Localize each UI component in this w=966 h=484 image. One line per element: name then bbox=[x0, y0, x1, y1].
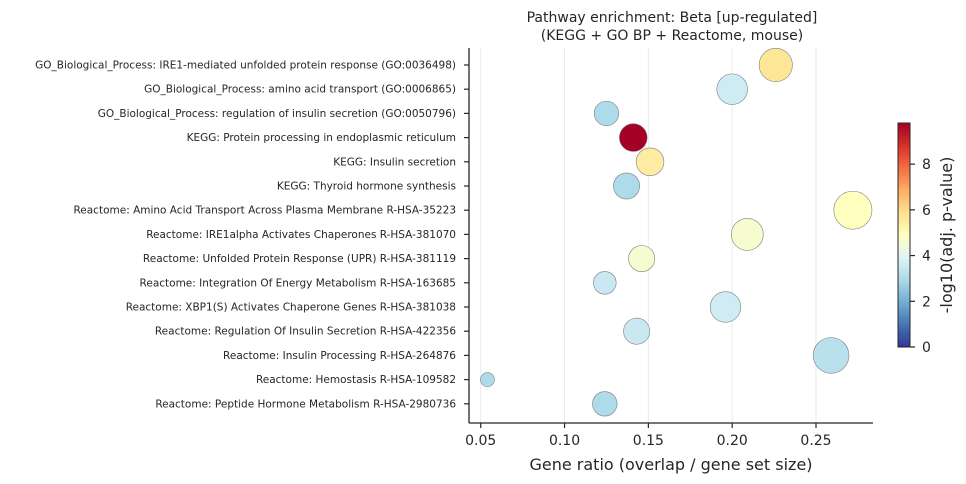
data-point bbox=[619, 123, 648, 152]
y-tick-label: GO_Biological_Process: amino acid transp… bbox=[144, 84, 456, 96]
x-tick-label: 0.20 bbox=[717, 433, 748, 449]
y-tick-label: Reactome: XBP1(S) Activates Chaperone Ge… bbox=[126, 302, 456, 314]
y-tick-label: Reactome: Amino Acid Transport Across Pl… bbox=[73, 205, 456, 217]
colorbar-tick-label: 2 bbox=[922, 294, 931, 310]
y-tick-label: Reactome: Unfolded Protein Response (UPR… bbox=[143, 253, 456, 265]
x-tick-label: 0.15 bbox=[633, 433, 664, 449]
data-point bbox=[623, 317, 651, 345]
colorbar-tick-label: 8 bbox=[922, 157, 931, 173]
x-axis-label: Gene ratio (overlap / gene set size) bbox=[529, 455, 812, 474]
chart-title: Pathway enrichment: Beta [up-regulated] bbox=[527, 10, 818, 26]
y-tick-label: Reactome: Peptide Hormone Metabolism R-H… bbox=[155, 398, 456, 410]
y-tick-label: KEGG: Protein processing in endoplasmic … bbox=[187, 132, 456, 144]
x-tick-label: 0.10 bbox=[549, 433, 580, 449]
x-tick-label: 0.05 bbox=[465, 433, 496, 449]
x-tick-labels: 0.05 0.10 0.15 0.20 0.25 bbox=[465, 423, 832, 449]
colorbar: 0 2 4 6 8 -log10(adj. p-value) bbox=[897, 122, 956, 356]
y-tick-label: KEGG: Thyroid hormone synthesis bbox=[277, 181, 456, 193]
colorbar-tick-label: 0 bbox=[922, 340, 931, 356]
y-tick-label: Reactome: Integration Of Energy Metaboli… bbox=[140, 277, 456, 289]
data-point bbox=[730, 218, 764, 251]
data-point bbox=[593, 100, 620, 126]
y-tick-label: GO_Biological_Process: IRE1-mediated unf… bbox=[35, 60, 456, 72]
y-tick-label: GO_Biological_Process: regulation of ins… bbox=[98, 108, 456, 120]
data-point bbox=[716, 73, 748, 105]
y-tick-label: KEGG: Insulin secretion bbox=[333, 156, 456, 168]
data-point bbox=[613, 172, 640, 200]
axes bbox=[468, 48, 873, 424]
x-tick-label: 0.25 bbox=[800, 433, 831, 449]
y-tick-label: Reactome: Insulin Processing R-HSA-26487… bbox=[223, 350, 456, 362]
data-point bbox=[709, 291, 742, 323]
grid-lines bbox=[480, 48, 817, 423]
data-point bbox=[592, 391, 618, 417]
data-point bbox=[480, 372, 495, 387]
y-tick-labels: GO_Biological_Process: IRE1-mediated unf… bbox=[35, 60, 469, 410]
data-point bbox=[833, 190, 873, 230]
data-points bbox=[480, 48, 873, 417]
y-tick-label: Reactome: Hemostasis R-HSA-109582 bbox=[256, 374, 456, 386]
data-point bbox=[758, 48, 793, 82]
data-point bbox=[635, 147, 665, 176]
y-tick-label: Reactome: IRE1alpha Activates Chaperones… bbox=[146, 229, 456, 241]
colorbar-label: -log10(adj. p-value) bbox=[937, 157, 956, 314]
chart-subtitle: (KEGG + GO BP + Reactome, mouse) bbox=[541, 28, 803, 44]
colorbar-ticks: 0 2 4 6 8 bbox=[910, 157, 931, 356]
y-tick-label: Reactome: Regulation Of Insulin Secretio… bbox=[155, 326, 456, 338]
data-point bbox=[812, 337, 850, 374]
colorbar-tick-label: 6 bbox=[922, 203, 931, 219]
colorbar-gradient bbox=[897, 122, 911, 348]
colorbar-tick-label: 4 bbox=[922, 249, 931, 265]
data-point bbox=[593, 271, 617, 295]
data-point bbox=[628, 245, 656, 272]
